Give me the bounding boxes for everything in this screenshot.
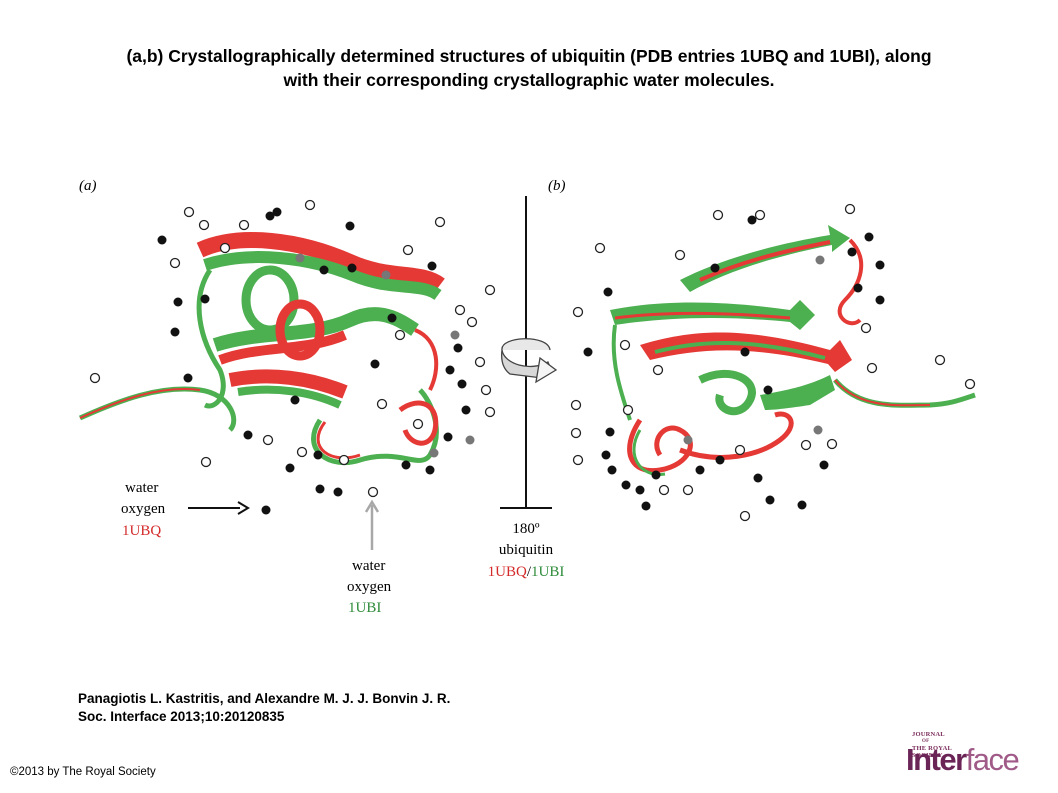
legend-1ubq-line-2: oxygen	[121, 501, 166, 517]
legend-1ubq-line-1: water	[125, 480, 158, 496]
panel-a-label: (a)	[79, 178, 97, 194]
logo-word-a: Inter	[906, 742, 967, 777]
legend-1ubi-line-2: oxygen	[347, 579, 392, 595]
panel-b-structure	[610, 225, 976, 476]
rotation-pdb-sep: /	[527, 564, 532, 580]
water-molecules	[89, 199, 976, 522]
citation-line-2: Soc. Interface 2013;10:20120835	[78, 709, 285, 724]
logo-small-line-3: SOCIETY	[912, 752, 943, 759]
rotation-caption: 180º ubiquitin 1UBQ/1UBI	[488, 521, 565, 580]
legend-1ubq-line-3: 1UBQ	[122, 523, 161, 539]
title-line-2: with their corresponding crystallographi…	[283, 70, 775, 90]
legend-1ubi-line-1: water	[352, 558, 385, 574]
rotation-axis	[500, 196, 558, 509]
title-line-1: (a,b) Crystallographically determined st…	[126, 46, 932, 66]
citation: Panagiotis L. Kastritis, and Alexandre M…	[78, 690, 538, 726]
logo-small-text: JOURNAL OF THE ROYAL SOCIETY	[912, 731, 952, 759]
rotation-protein: ubiquitin	[499, 542, 554, 558]
rotation-pdb-b: 1UBI	[531, 564, 564, 580]
citation-line-1: Panagiotis L. Kastritis, and Alexandre M…	[78, 691, 451, 706]
legend-water-1ubi: water oxygen 1UBI	[347, 499, 392, 616]
rotation-angle: 180º	[512, 521, 540, 537]
journal-logo: JOURNAL OF THE ROYAL SOCIETY Interface	[906, 728, 1020, 780]
legend-water-1ubq: water oxygen 1UBQ	[121, 480, 250, 539]
figure-title: (a,b) Crystallographically determined st…	[20, 44, 1038, 92]
copyright: ©2013 by The Royal Society	[10, 766, 156, 778]
rotation-pdb: 1UBQ/1UBI	[488, 564, 565, 580]
rotation-pdb-a: 1UBQ	[488, 564, 527, 580]
legend-1ubi-line-3: 1UBI	[348, 600, 381, 616]
logo-word-b: face	[965, 742, 1020, 777]
logo-small-line-1: JOURNAL	[912, 731, 945, 738]
logo-small-of: OF	[922, 739, 930, 744]
panel-b-label: (b)	[548, 178, 566, 194]
panel-a-structure	[78, 232, 445, 466]
logo-wordmark: Interface	[906, 742, 1020, 778]
logo-small-line-2: THE ROYAL	[912, 745, 953, 752]
